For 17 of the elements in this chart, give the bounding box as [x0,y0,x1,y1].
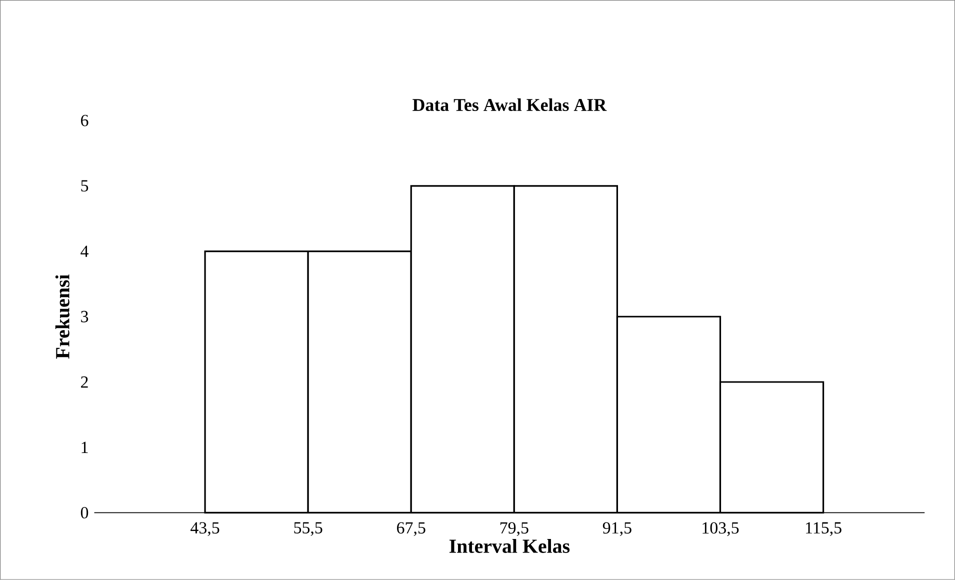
y-tick-label: 5 [81,180,88,192]
x-tick-label: 115,5 [806,522,842,536]
x-tick-label: 103,5 [702,522,739,536]
x-tick-label: 91,5 [602,522,632,536]
y-tick-label: 4 [80,246,88,257]
x-tick-label: 43,5 [190,522,220,536]
y-tick-label: 0 [80,507,88,519]
x-axis-title: Interval Kelas [449,539,570,554]
chart-title: Data Tes Awal Kelas AIR [412,98,607,112]
x-tick-label: 55,5 [294,522,322,536]
y-tick-label: 1 [82,442,88,454]
y-tick-label: 2 [81,376,88,388]
x-tick-label: 67,5 [397,522,426,536]
x-tick-label: 79,5 [500,522,528,536]
y-axis-title: Frekuensi [55,274,70,359]
y-tick-label: 3 [81,311,88,322]
y-tick-label: 6 [81,114,88,126]
